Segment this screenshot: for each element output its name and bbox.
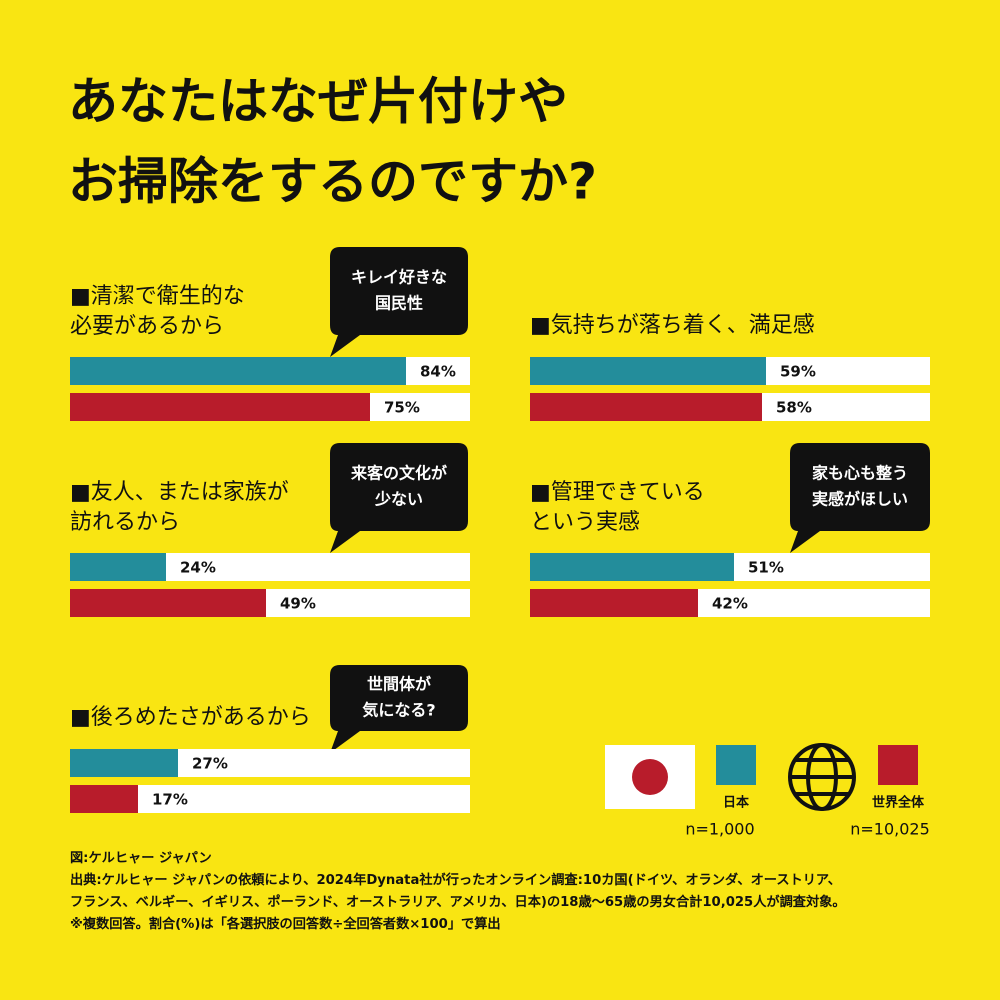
bubble-text: 世間体が: [367, 675, 431, 694]
bubble-text: 国民性: [375, 294, 423, 313]
bubble-text: 実感がほしい: [812, 490, 908, 509]
panel-title: 必要があるから: [70, 314, 224, 339]
panel-title: ■気持ちが落ち着く、満足感: [530, 313, 815, 338]
bubble-text: 来客の文化が: [350, 464, 447, 483]
bubble-text: 気になる?: [362, 701, 435, 720]
value-label: 27%: [192, 755, 228, 773]
legend-swatch: [716, 745, 756, 785]
value-label: 58%: [776, 399, 812, 417]
japan-flag: [605, 745, 695, 809]
globe-icon: [788, 743, 856, 811]
panel-title: ■後ろめたさがあるから: [70, 705, 311, 730]
bar: [70, 749, 178, 777]
value-label: 49%: [280, 595, 316, 613]
panel-title: ■清潔で衛生的な: [70, 284, 245, 309]
bar: [70, 589, 266, 617]
value-label: 59%: [780, 363, 816, 381]
source-note: ※複数回答。割合(%)は「各選択肢の回答数÷全回答者数×100」で算出: [70, 915, 501, 932]
value-label: 24%: [180, 559, 216, 577]
bar: [530, 553, 734, 581]
page-title: あなたはなぜ片付けや: [68, 73, 568, 131]
bar: [530, 357, 766, 385]
bubble-text: キレイ好きな: [351, 268, 447, 287]
source-note: 図:ケルヒャー ジャパン: [70, 850, 212, 866]
sample-size: n=10,025: [850, 820, 930, 839]
speech-bubble: [790, 443, 930, 553]
value-label: 17%: [152, 791, 188, 809]
speech-bubble: [330, 443, 468, 553]
panel-title: ■管理できている: [530, 480, 705, 505]
bar: [70, 785, 138, 813]
bar: [530, 393, 762, 421]
panel-title: ■友人、または家族が: [70, 480, 289, 505]
value-label: 51%: [748, 559, 784, 577]
bar: [530, 589, 698, 617]
panel-title: という実感: [530, 510, 640, 535]
legend-swatch: [878, 745, 918, 785]
bar: [70, 553, 166, 581]
source-note: フランス、ベルギー、イギリス、ポーランド、オーストラリア、アメリカ、日本)の18…: [70, 893, 846, 910]
value-label: 75%: [384, 399, 420, 417]
value-label: 84%: [420, 363, 456, 381]
panel-title: 訪れるから: [70, 510, 180, 535]
page-title: お掃除をするのですか?: [68, 153, 597, 211]
speech-bubble: [330, 665, 468, 753]
bar: [70, 393, 370, 421]
bubble-text: 少ない: [374, 490, 423, 509]
legend-label: 世界全体: [872, 795, 925, 811]
speech-bubble: [330, 247, 468, 357]
source-note: 出典:ケルヒャー ジャパンの依頼により、2024年Dynata社が行ったオンライ…: [70, 871, 841, 888]
bar: [70, 357, 406, 385]
legend-label: 日本: [723, 795, 749, 811]
sample-size: n=1,000: [685, 820, 754, 839]
bubble-text: 家も心も整う: [812, 464, 908, 483]
value-label: 42%: [712, 595, 748, 613]
